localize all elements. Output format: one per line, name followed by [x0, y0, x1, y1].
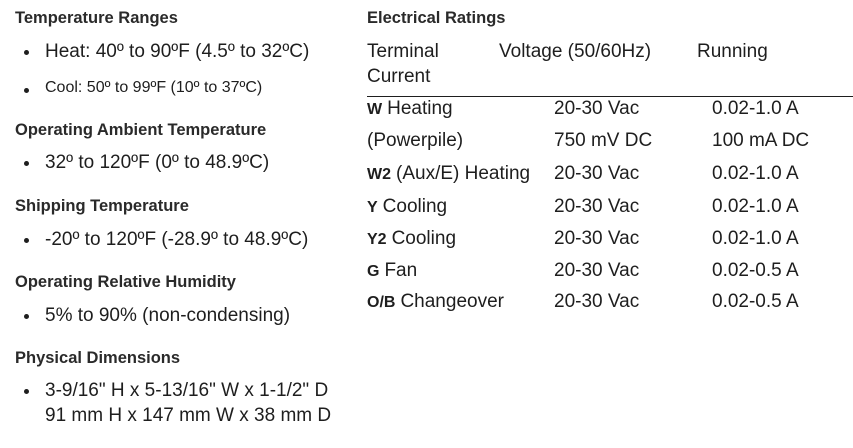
header-rule	[367, 96, 853, 97]
bullet-text: 32º to 120ºF (0º to 48.9ºC)	[45, 152, 270, 173]
bullet-text: -20º to 120ºF (-28.9º to 48.9ºC)	[45, 229, 309, 250]
current-cell: 100 mA DC	[712, 130, 810, 151]
voltage-cell: 750 mV DC	[554, 130, 653, 151]
voltage-cell: 20-30 Vac	[554, 163, 640, 184]
terminal-label: Cooling	[382, 196, 448, 217]
terminal-label: Fan	[384, 260, 418, 281]
current-cell: 0.02-1.0 A	[712, 98, 799, 119]
bullet	[24, 238, 29, 243]
terminal-cell: W Heating	[367, 99, 453, 118]
terminal-code: Y2	[367, 231, 387, 248]
terminal-label: Cooling	[391, 228, 457, 249]
section-heading: Temperature Ranges	[15, 9, 178, 27]
voltage-cell: 20-30 Vac	[554, 260, 640, 281]
terminal-label: (Aux/E) Heating	[396, 163, 531, 184]
section-heading: Physical Dimensions	[15, 349, 181, 367]
current-cell: 0.02-0.5 A	[712, 291, 799, 312]
terminal-label: Heating	[387, 98, 453, 119]
terminal-label: (Powerpile)	[367, 130, 464, 151]
terminal-cell: W2 (Aux/E) Heating	[367, 164, 530, 183]
bullet-text: Cool: 50º to 99ºF (10º to 37ºC)	[45, 79, 263, 96]
terminal-cell: G Fan	[367, 261, 417, 280]
section-heading: Operating Relative Humidity	[15, 273, 236, 291]
table-header: Voltage (50/60Hz)	[499, 41, 652, 62]
terminal-code: O/B	[367, 294, 396, 311]
bullet	[24, 50, 29, 55]
bullet	[24, 161, 29, 166]
section-heading: Operating Ambient Temperature	[15, 121, 267, 139]
current-cell: 0.02-1.0 A	[712, 163, 799, 184]
voltage-cell: 20-30 Vac	[554, 196, 640, 217]
current-cell: 0.02-1.0 A	[712, 196, 799, 217]
terminal-cell: O/B Changeover	[367, 292, 504, 311]
table-header: Running	[697, 41, 768, 62]
terminal-cell: Y Cooling	[367, 197, 447, 216]
bullet-text: 91 mm H x 147 mm W x 38 mm D	[45, 405, 332, 426]
voltage-cell: 20-30 Vac	[554, 228, 640, 249]
terminal-code: Y	[367, 199, 378, 216]
section-heading: Electrical Ratings	[367, 9, 506, 27]
table-header: Terminal	[367, 41, 439, 62]
current-cell: 0.02-1.0 A	[712, 228, 799, 249]
terminal-cell: (Powerpile)	[367, 131, 463, 150]
terminal-code: W	[367, 101, 383, 118]
bullet	[24, 88, 29, 93]
terminal-code: W2	[367, 166, 391, 183]
bullet	[24, 389, 29, 394]
bullet-text: 5% to 90% (non-condensing)	[45, 305, 291, 326]
bullet-text: 3-9/16" H x 5-13/16" W x 1-1/2" D	[45, 380, 329, 401]
voltage-cell: 20-30 Vac	[554, 98, 640, 119]
terminal-code: G	[367, 263, 380, 280]
current-cell: 0.02-0.5 A	[712, 260, 799, 281]
terminal-label: Changeover	[400, 291, 504, 312]
section-heading: Shipping Temperature	[15, 197, 189, 215]
bullet	[24, 314, 29, 319]
table-header: Current	[367, 66, 431, 87]
voltage-cell: 20-30 Vac	[554, 291, 640, 312]
bullet-text: Heat: 40º to 90ºF (4.5º to 32ºC)	[45, 41, 310, 62]
terminal-cell: Y2 Cooling	[367, 229, 456, 248]
